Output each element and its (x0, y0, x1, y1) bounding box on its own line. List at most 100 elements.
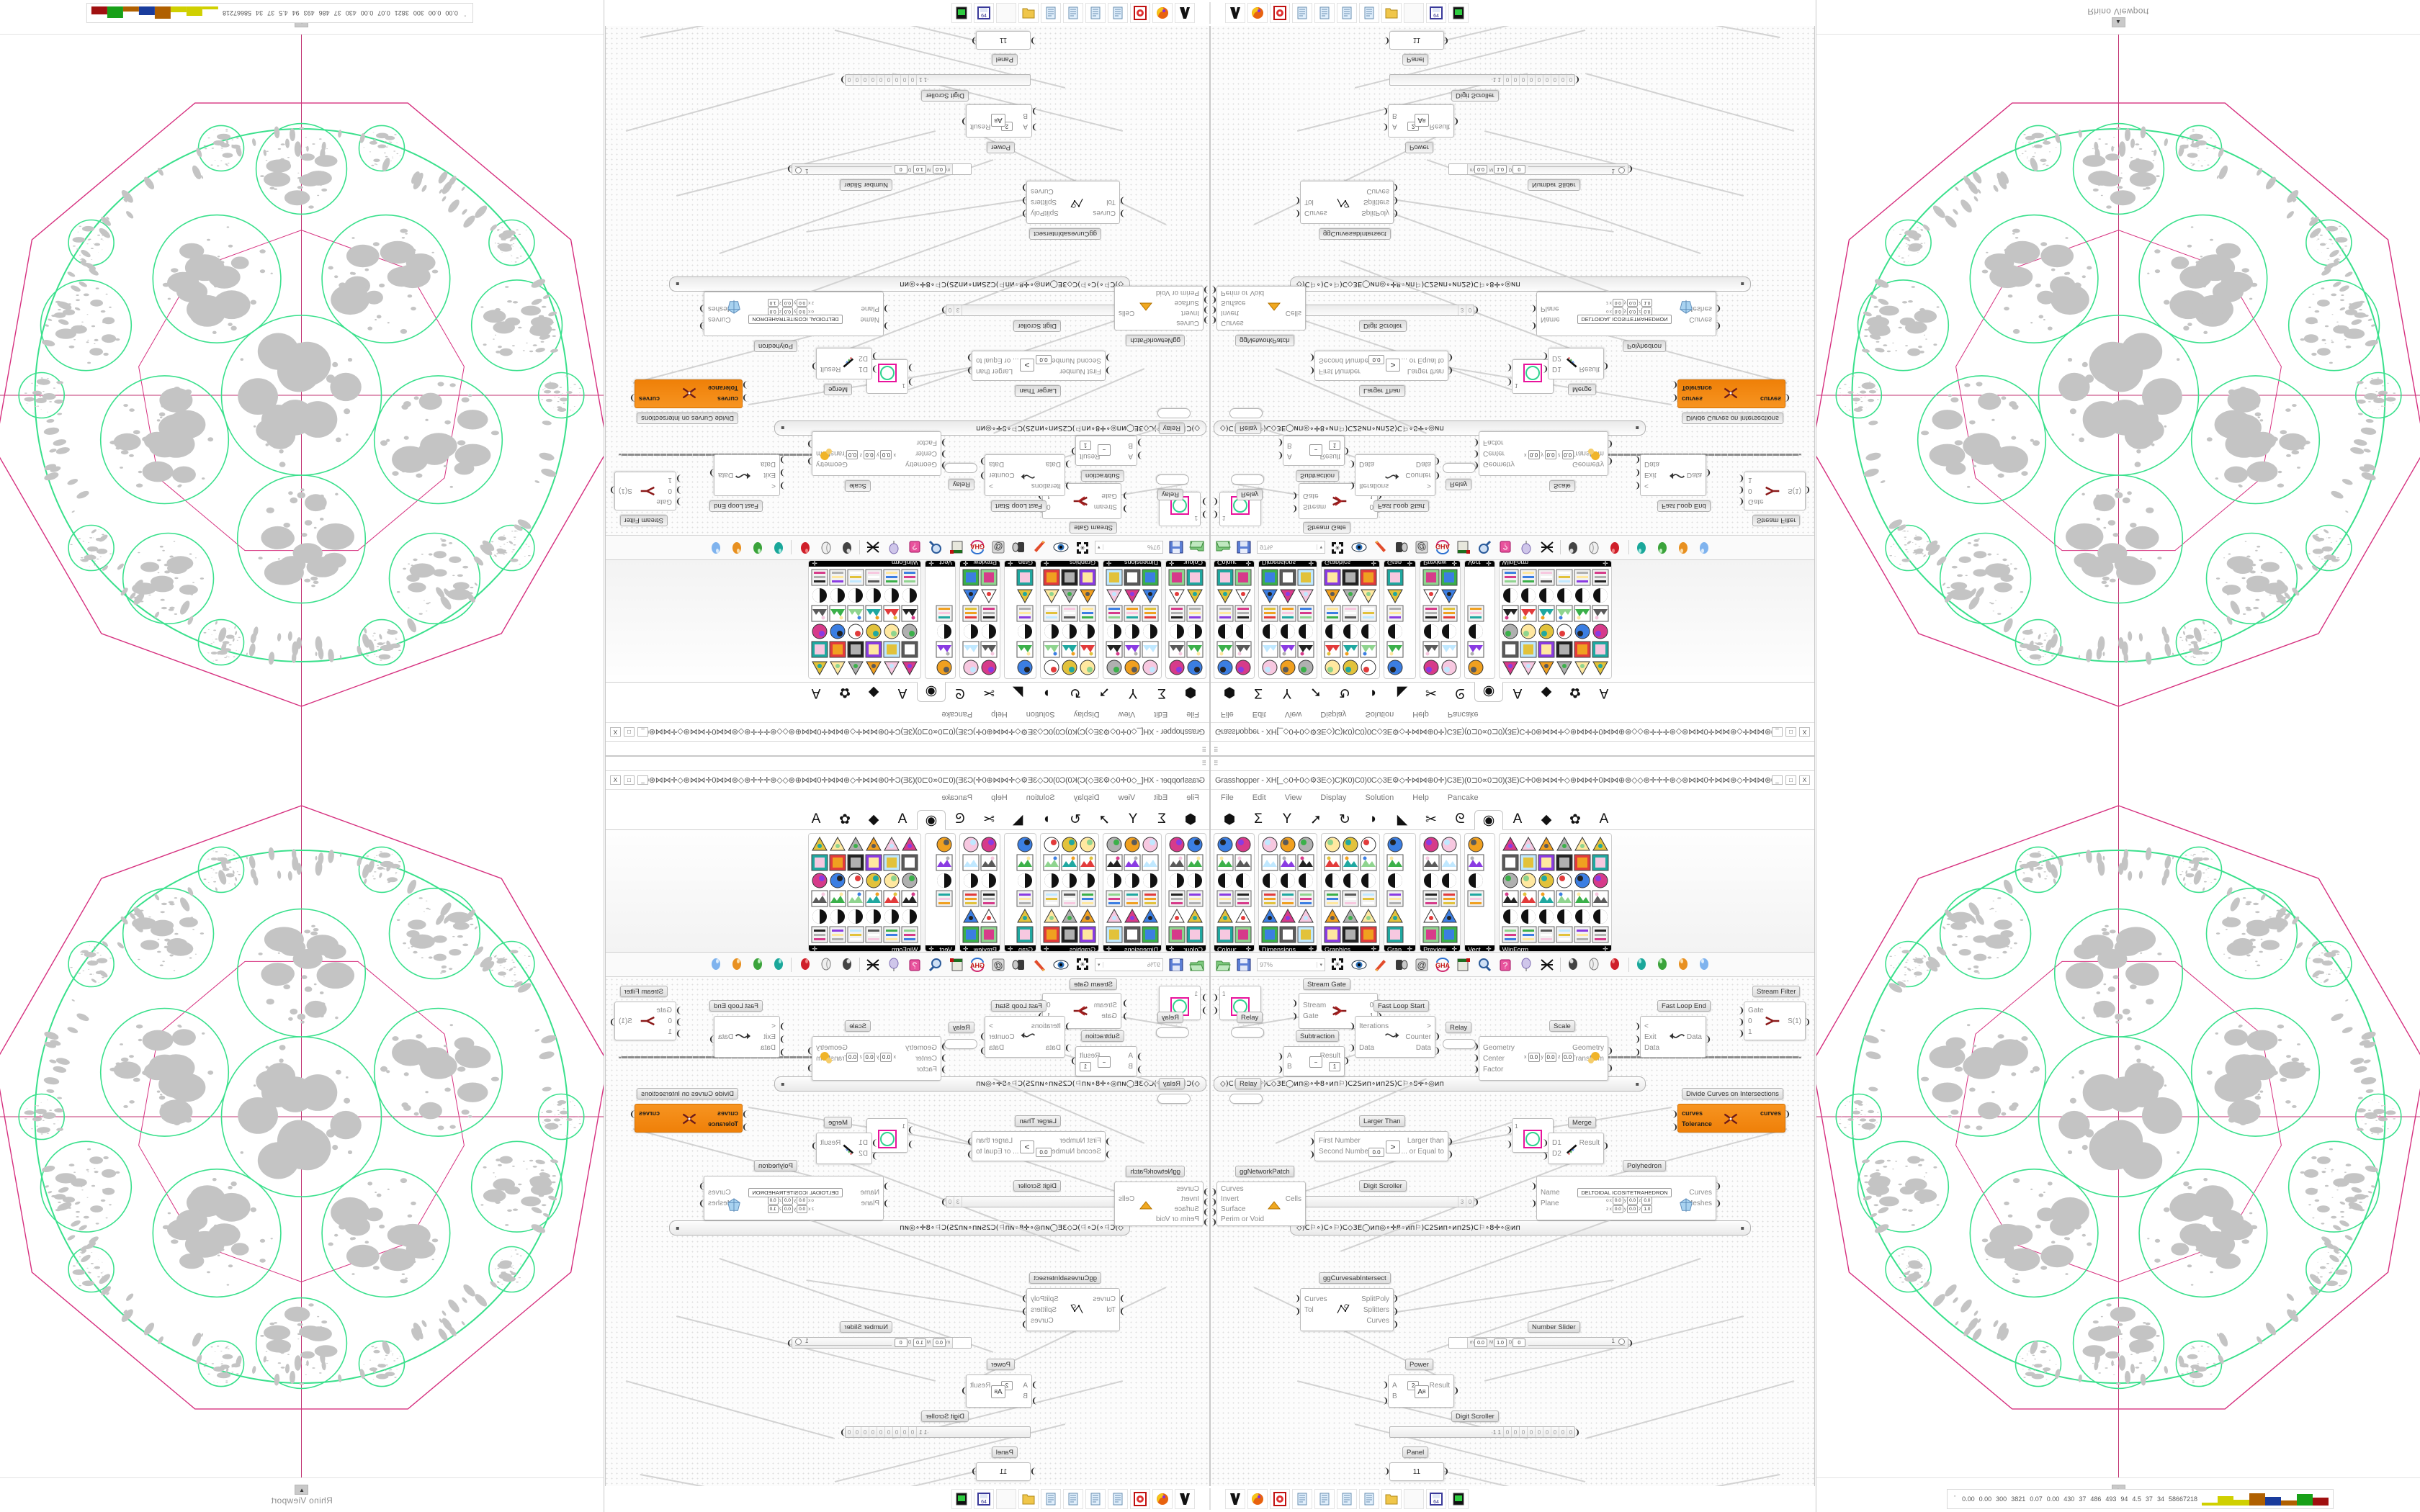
tab-surface-tab[interactable]: ◗ (1032, 809, 1061, 829)
tab-ghowl-tab[interactable]: ◆ (1532, 683, 1561, 703)
ribbon-component-icon[interactable] (1043, 659, 1060, 676)
node-scale[interactable]: Geometry Geometry Center Transform Factor x 0.… (812, 431, 941, 476)
menu-help[interactable]: Help (1412, 710, 1429, 719)
profiler-icon[interactable] (1011, 540, 1027, 556)
menu-file[interactable]: File (1186, 793, 1199, 802)
ribbon-component-icon[interactable] (1261, 854, 1278, 871)
ribbon-component-icon[interactable] (1342, 872, 1359, 889)
digit-cell[interactable]: 0 (901, 1427, 909, 1437)
node-port[interactable]: ❩ (966, 353, 973, 361)
node-port[interactable]: ❩ (1473, 1043, 1480, 1051)
ribbon-component-icon[interactable] (1043, 605, 1060, 622)
plane-value-ox[interactable]: 0.0 (797, 307, 808, 315)
help-icon[interactable]: ? (1497, 540, 1513, 556)
number-slider-value-box[interactable] (952, 164, 971, 174)
ribbon-component-icon[interactable] (1502, 908, 1519, 925)
node-port[interactable]: ❩ (1447, 1138, 1454, 1146)
ribbon-component-icon[interactable] (1502, 854, 1519, 871)
digit-cell[interactable]: 0 (909, 75, 917, 85)
taskbar-item-terminal[interactable] (1448, 1489, 1469, 1509)
ribbon-group-vector[interactable]: Vect... ✛ (1464, 833, 1495, 952)
node-port[interactable]: ❩ (1119, 196, 1126, 204)
ribbon-component-icon[interactable] (980, 926, 998, 943)
node-port[interactable]: ❩ (1382, 1381, 1389, 1390)
ribbon-component-icon[interactable] (1186, 623, 1204, 640)
canvas-unicode-search-bar-2[interactable]: ◇)C⚐∘)C∘⚐)C◇3E◯ип◎∘✛8∘ип⚐)C2Sип∘ип2S)C⚐∘… (669, 276, 1130, 292)
ribbon-component-icon[interactable] (829, 605, 846, 622)
ribbon-component-icon[interactable] (1440, 908, 1458, 925)
ribbon-component-icon[interactable] (1279, 605, 1296, 622)
node-stream-gate[interactable]: Stream0Gate1 (1042, 483, 1121, 519)
node-port[interactable]: ❩ (1715, 1200, 1722, 1208)
node-relay-2[interactable] (1229, 1094, 1263, 1104)
node-polyhedron[interactable]: Name DELTOIDAL ICOSITETRAHEDRON Curves Plan… (704, 292, 884, 336)
node-port[interactable]: ❩ (940, 1054, 947, 1063)
digit-cell[interactable]: 0 (893, 75, 901, 85)
digit-cell[interactable]: 0 (1551, 1427, 1559, 1437)
rhino-viewport-canvas[interactable] (0, 756, 604, 1477)
ribbon-component-icon[interactable] (1186, 872, 1204, 889)
ribbon-component-icon[interactable] (1007, 569, 1034, 586)
number-slider-value-box[interactable] (1449, 1338, 1468, 1348)
node-port[interactable]: ❩ (1064, 481, 1071, 490)
scale-center-cz[interactable]: 0.0 (1561, 1053, 1574, 1062)
node-divide-curves[interactable]: curves curves Tolerance (635, 1104, 743, 1133)
ribbon-group-expand-icon[interactable]: ✛ (1044, 560, 1049, 567)
node-polyhedron[interactable]: Name DELTOIDAL ICOSITETRAHEDRON Curves Plan… (1536, 1176, 1716, 1220)
ribbon-group-winform[interactable]: WinForm ✛ (1498, 833, 1612, 952)
sphere-blue-icon[interactable] (1697, 957, 1713, 973)
node-merge[interactable]: D1 Result D2 (1548, 1133, 1604, 1164)
ribbon-component-icon[interactable] (928, 641, 953, 658)
ribbon-component-icon[interactable] (1297, 641, 1314, 658)
ribbon-component-icon[interactable] (811, 890, 828, 907)
ribbon-group-expand-icon[interactable]: ✛ (812, 945, 817, 952)
node-relay-1[interactable] (1231, 1027, 1264, 1038)
ribbon-component-icon[interactable] (1234, 908, 1252, 925)
ribbon-component-icon[interactable] (1261, 872, 1278, 889)
number-slider-track[interactable]: 1 (795, 1338, 892, 1346)
tab-vector-tab[interactable]: ➚ (1090, 683, 1119, 703)
ribbon-component-icon[interactable] (980, 836, 998, 853)
node-boolean-toggle-2[interactable]: 1 (1512, 1118, 1554, 1153)
component-ribbon[interactable]: Colour ✛ Dimensions ✛ Graphics ✛ Grap... ✛ Previ… (606, 830, 1209, 953)
ribbon-component-icon[interactable] (1538, 890, 1555, 907)
digit-cell[interactable]: 3 (954, 1197, 962, 1207)
menu-edit[interactable]: Edit (1154, 793, 1168, 802)
ribbon-component-icon[interactable] (1106, 587, 1123, 604)
taskbar-top[interactable]: 64 64 (605, 0, 1815, 26)
ribbon-component-icon[interactable] (811, 587, 828, 604)
node-port[interactable]: ❩ (786, 164, 793, 173)
node-port[interactable]: ❩ (1506, 377, 1513, 386)
node-larger-than[interactable]: First Number Larger than Second Number... … (972, 1131, 1106, 1161)
ribbon-component-icon[interactable] (1574, 890, 1591, 907)
node-port[interactable]: ❩ (806, 439, 813, 448)
digit-cell[interactable]: 0 (853, 1427, 861, 1437)
ribbon-component-icon[interactable] (1079, 872, 1096, 889)
number-slider-value-box[interactable] (1449, 164, 1468, 174)
node-port[interactable]: ❩ (1627, 1339, 1634, 1348)
ribbon-component-icon[interactable] (811, 569, 828, 586)
node-port[interactable]: ❩ (1804, 1018, 1811, 1027)
tab-params-tab[interactable]: ⬢ (1176, 683, 1205, 703)
ribbon-component-icon[interactable] (1061, 569, 1078, 586)
larger-than-second-value[interactable]: 0.0 (1036, 1148, 1052, 1157)
ribbon-component-icon[interactable] (1007, 605, 1034, 622)
gha-assembly-icon[interactable]: GHA (1435, 540, 1451, 556)
node-port[interactable]: ❩ (970, 1467, 977, 1476)
ribbon-component-icon[interactable] (1279, 623, 1296, 640)
tab-ghowl-tab[interactable]: ◆ (859, 809, 888, 829)
node-port[interactable]: ❩ (1574, 1428, 1581, 1437)
node-port[interactable]: ❩ (1738, 1018, 1745, 1027)
cluster-icon[interactable] (1539, 957, 1555, 973)
node-port[interactable]: ❩ (1119, 1295, 1126, 1303)
taskbar-item-notepad-2[interactable] (1314, 1489, 1335, 1509)
menu-edit[interactable]: Edit (1154, 710, 1168, 719)
node-port[interactable]: ❩ (779, 1048, 786, 1057)
taskbar-item-firefox[interactable] (1247, 3, 1268, 23)
taskbar-item-blank[interactable] (1404, 1489, 1424, 1509)
node-port[interactable]: ❩ (1453, 1387, 1460, 1395)
ribbon-component-icon[interactable] (1061, 872, 1078, 889)
node-port[interactable]: ❩ (1136, 1053, 1143, 1061)
ribbon-component-icon[interactable] (1234, 641, 1252, 658)
